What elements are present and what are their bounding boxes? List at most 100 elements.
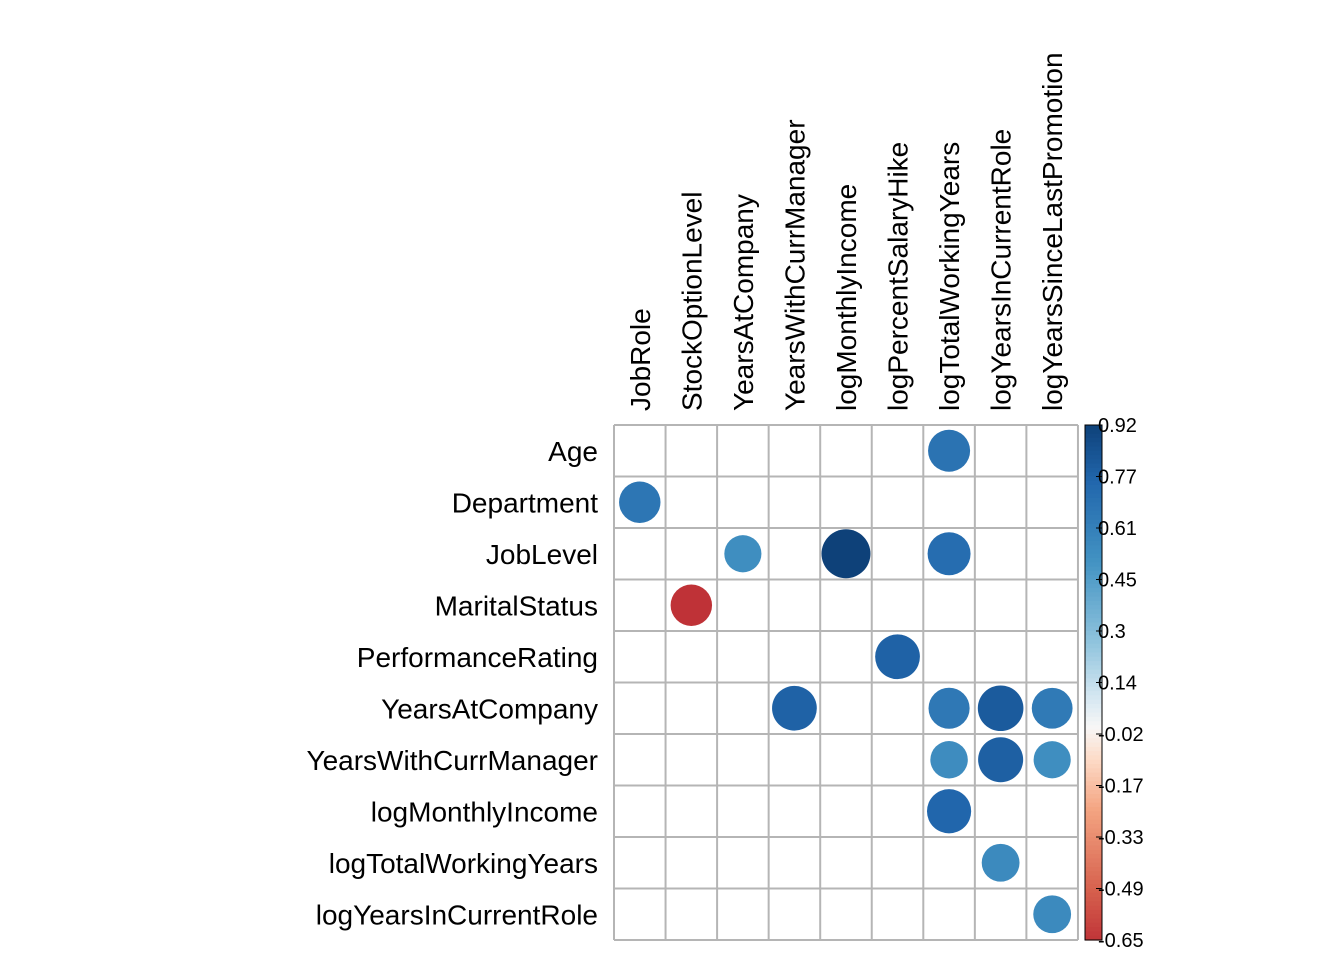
legend-color-segment bbox=[1085, 879, 1102, 885]
correlation-circle bbox=[619, 481, 661, 523]
legend-color-segment bbox=[1085, 922, 1102, 928]
row-label: Age bbox=[548, 436, 598, 467]
legend-tick-label: 0.92 bbox=[1098, 415, 1137, 437]
column-label: JobRole bbox=[625, 308, 656, 411]
legend-color-segment bbox=[1085, 450, 1102, 456]
legend-color-segment bbox=[1085, 575, 1102, 581]
legend-color-segment bbox=[1085, 459, 1102, 465]
legend-color-segment bbox=[1085, 540, 1102, 546]
row-label: YearsAtCompany bbox=[381, 693, 598, 724]
legend-color-segment bbox=[1085, 871, 1102, 877]
legend-color-segment bbox=[1085, 523, 1102, 529]
legend-color-segment bbox=[1085, 437, 1102, 443]
legend-color-segment bbox=[1085, 553, 1102, 559]
legend-color-segment bbox=[1085, 845, 1102, 851]
legend-color-segment bbox=[1085, 781, 1102, 787]
legend-color-segment bbox=[1085, 768, 1102, 774]
legend-color-segment bbox=[1085, 635, 1102, 641]
legend-tick-label: 0.3 bbox=[1098, 621, 1126, 643]
legend-color-segment bbox=[1085, 506, 1102, 512]
legend-color-segment bbox=[1085, 755, 1102, 761]
legend-color-segment bbox=[1085, 678, 1102, 684]
row-label: MaritalStatus bbox=[435, 590, 598, 621]
legend-color-segment bbox=[1085, 622, 1102, 628]
column-label: logTotalWorkingYears bbox=[934, 142, 965, 411]
correlation-circle bbox=[772, 685, 817, 731]
legend-color-segment bbox=[1085, 734, 1102, 739]
legend-color-segment bbox=[1085, 467, 1102, 473]
legend-color-segment bbox=[1085, 665, 1102, 671]
correlation-circle bbox=[724, 535, 762, 573]
legend-color-segment bbox=[1085, 824, 1102, 830]
grid bbox=[613, 424, 1079, 941]
legend-color-segment bbox=[1085, 914, 1102, 920]
legend-color-segment bbox=[1085, 716, 1102, 722]
legend-color-segment bbox=[1085, 489, 1102, 495]
legend-color-segment bbox=[1085, 708, 1102, 714]
row-label: logYearsInCurrentRole bbox=[316, 899, 598, 930]
legend-color-segment bbox=[1085, 480, 1102, 486]
legend-color-segment bbox=[1085, 892, 1102, 898]
legend-color-segment bbox=[1085, 618, 1102, 624]
legend-color-segment bbox=[1085, 725, 1102, 731]
legend-color-segment bbox=[1085, 588, 1102, 593]
legend-color-segment bbox=[1085, 909, 1102, 915]
legend-color-segment bbox=[1085, 566, 1102, 572]
legend-color-segment bbox=[1085, 905, 1102, 911]
legend-color-segment bbox=[1085, 695, 1102, 701]
legend-color-segment bbox=[1085, 442, 1102, 448]
legend-color-segment bbox=[1085, 828, 1102, 834]
legend-tick-label: 0.14 bbox=[1098, 673, 1137, 695]
row-label: PerformanceRating bbox=[357, 642, 598, 673]
legend-color-segment bbox=[1085, 515, 1102, 521]
legend-color-segment bbox=[1085, 510, 1102, 516]
legend-color-segment bbox=[1085, 476, 1102, 482]
column-label: StockOptionLevel bbox=[676, 192, 707, 411]
correlation-circle bbox=[928, 429, 971, 472]
legend-tick-label: -0.65 bbox=[1098, 930, 1144, 952]
correlation-circle bbox=[977, 685, 1024, 732]
legend-color-segment bbox=[1085, 691, 1102, 696]
row-label: YearsWithCurrManager bbox=[306, 745, 598, 776]
legend-color-segment bbox=[1085, 927, 1102, 933]
legend-tick-label: -0.02 bbox=[1098, 724, 1144, 746]
legend-color-segment bbox=[1085, 738, 1102, 744]
legend-color-segment bbox=[1085, 819, 1102, 825]
legend-color-segment bbox=[1085, 643, 1102, 649]
column-label: logMonthlyIncome bbox=[831, 184, 862, 411]
legend-color-segment bbox=[1085, 661, 1102, 666]
column-label: logYearsSinceLastPromotion bbox=[1037, 52, 1068, 411]
correlation-circle bbox=[1033, 895, 1072, 934]
legend-color-segment bbox=[1085, 579, 1102, 585]
legend-color-segment bbox=[1085, 849, 1102, 855]
legend-color-segment bbox=[1085, 759, 1102, 765]
legend-color-segment bbox=[1085, 854, 1102, 860]
legend-color-segment bbox=[1085, 528, 1102, 533]
legend-color-segment bbox=[1085, 746, 1102, 752]
legend-color-segment bbox=[1085, 815, 1102, 821]
row-label: JobLevel bbox=[486, 539, 598, 570]
legend-color-segment bbox=[1085, 794, 1102, 799]
legend-color-segment bbox=[1085, 832, 1102, 838]
legend-color-segment bbox=[1085, 785, 1102, 791]
correlation-circle bbox=[927, 532, 971, 576]
legend-color-segment bbox=[1085, 652, 1102, 658]
legend-color-segment bbox=[1085, 472, 1102, 478]
column-label: logPercentSalaryHike bbox=[883, 142, 914, 411]
legend-color-segment bbox=[1085, 686, 1102, 692]
legend-color-segment bbox=[1085, 463, 1102, 469]
legend-color-segment bbox=[1085, 901, 1102, 907]
legend-color-segment bbox=[1085, 425, 1102, 430]
legend-color-segment bbox=[1085, 648, 1102, 654]
row-label: Department bbox=[452, 487, 599, 518]
legend-color-segment bbox=[1085, 493, 1102, 499]
legend-color-segment bbox=[1085, 802, 1102, 808]
column-labels: JobRole StockOptionLevel YearsAtCompany Yea… bbox=[625, 52, 1068, 411]
row-label: logTotalWorkingYears bbox=[329, 848, 598, 879]
legend-color-segment bbox=[1085, 884, 1102, 890]
correlation-circle bbox=[670, 584, 713, 626]
legend-color-segment bbox=[1085, 673, 1102, 679]
legend-color-segment bbox=[1085, 862, 1102, 868]
legend-color-segment bbox=[1085, 609, 1102, 615]
